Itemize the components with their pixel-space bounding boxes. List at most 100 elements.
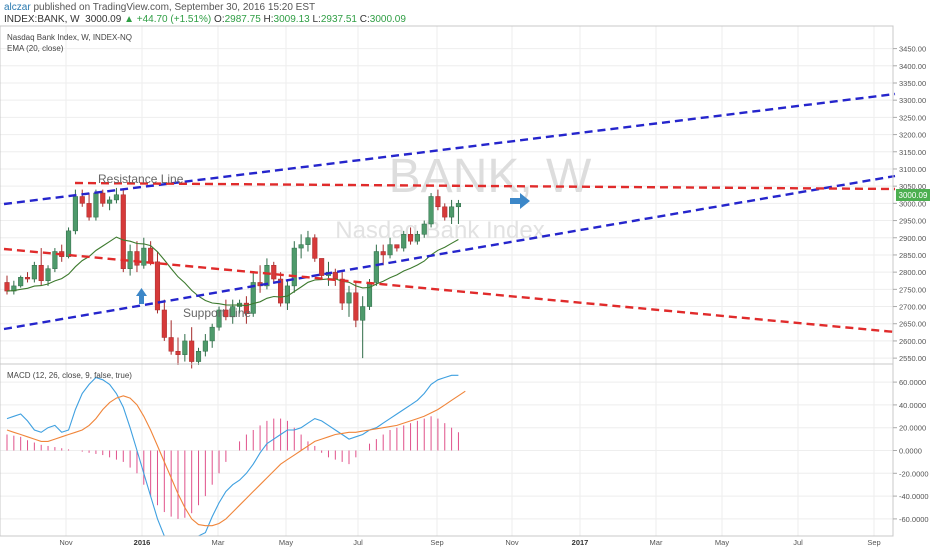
price-change: ▲ +44.70 (+1.51%)	[124, 14, 212, 25]
time-tick-label: Nov	[505, 538, 519, 547]
low-label: L:	[312, 14, 321, 25]
candle-body	[168, 337, 174, 352]
upper-channel-trendline[interactable]	[3, 92, 896, 206]
candle-body	[223, 309, 229, 318]
resistance-trendline[interactable]	[74, 181, 896, 191]
time-tick-label: May	[279, 538, 293, 547]
candle-body	[18, 277, 24, 287]
ema-line	[6, 236, 459, 307]
candle-body	[175, 350, 181, 355]
candle-body	[408, 234, 414, 242]
plot-frame	[0, 25, 894, 537]
time-axis[interactable]: Nov 2016 Mar May Jul Sep Nov 2017 Mar May Jul Sep	[59, 538, 880, 547]
candle-body	[298, 244, 304, 249]
time-tick-label: Sep	[867, 538, 880, 547]
price-tick-label: 2900.00	[899, 234, 926, 243]
macd-axis[interactable]: 60.0000 40.0000 20.0000 0.0000 -20.0000 -40.0…	[893, 378, 929, 524]
candle-body	[312, 237, 318, 259]
candle-body	[216, 309, 222, 328]
candle-body	[182, 340, 188, 355]
falling-trendline[interactable]	[3, 247, 896, 334]
candle-body	[332, 271, 338, 280]
price-tick-label: 2950.00	[899, 217, 926, 226]
grid	[0, 26, 893, 536]
candle-body	[291, 247, 297, 287]
close-value: 3000.09	[369, 14, 406, 25]
candle-body	[45, 268, 51, 281]
time-tick-label: Mar	[212, 538, 225, 547]
candle-body	[442, 206, 448, 218]
macd-tick-label: 40.0000	[899, 401, 926, 410]
candle-body	[141, 247, 147, 266]
candle-body	[107, 199, 113, 204]
candle-body	[360, 306, 366, 321]
arrow-up-icon[interactable]	[136, 288, 147, 304]
lower-channel-trendline[interactable]	[3, 174, 896, 331]
last-price-marker: 3000.09	[896, 189, 930, 201]
time-tick-label: May	[715, 538, 729, 547]
candle-body	[455, 203, 461, 208]
price-tick-label: 2850.00	[899, 251, 926, 260]
price-tick-label: 3250.00	[899, 113, 926, 122]
candle-body	[421, 223, 427, 235]
candle-body	[93, 192, 99, 218]
candle-body	[394, 244, 400, 249]
price-tick-label: 3150.00	[899, 148, 926, 157]
candle-body	[250, 282, 256, 314]
support-line-label[interactable]: Support Line	[183, 306, 251, 320]
time-tick-label: 2017	[572, 538, 589, 547]
time-tick-label: Mar	[650, 538, 663, 547]
resistance-line-label[interactable]: Resistance Line	[98, 172, 184, 186]
time-tick-label: Nov	[59, 538, 73, 547]
watermark-symbol: BANK, W	[389, 150, 592, 203]
candle-body	[271, 265, 277, 280]
candles	[4, 187, 461, 369]
candle-body	[278, 278, 284, 304]
price-tick-label: 3450.00	[899, 45, 926, 54]
arrow-right-icon[interactable]	[510, 193, 530, 209]
low-value: 2937.51	[320, 14, 357, 25]
price-tick-label: 3100.00	[899, 165, 926, 174]
price-tick-label: 2800.00	[899, 268, 926, 277]
price-tick-label: 2600.00	[899, 337, 926, 346]
high-value: 3009.13	[273, 14, 310, 25]
price-tick-label: 3300.00	[899, 96, 926, 105]
ema-indicator-label[interactable]: EMA (20, close)	[7, 44, 64, 53]
candle-body	[401, 234, 407, 249]
candle-body	[353, 292, 359, 321]
candle-body	[209, 326, 215, 342]
high-label: H:	[263, 14, 274, 25]
candle-body	[24, 277, 31, 280]
close-label: C:	[359, 14, 370, 25]
candle-body	[86, 203, 92, 218]
macd-indicator-label[interactable]: MACD (12, 26, close, 9, false, true)	[7, 371, 132, 380]
macd-tick-label: -40.0000	[899, 492, 929, 501]
macd-line	[6, 374, 459, 537]
candle-body	[380, 251, 386, 256]
published-text: published on TradingView.com, September …	[33, 2, 316, 13]
candle-body	[38, 265, 44, 281]
macd-tick-label: 60.0000	[899, 378, 926, 387]
last-price-label: 3000.09	[899, 191, 928, 200]
trendlines	[3, 92, 896, 334]
candle-body	[134, 251, 140, 266]
ohlc-line: INDEX:BANK, W 3000.09 ▲ +44.70 (+1.51%) …	[4, 14, 406, 25]
symbol-label: INDEX:BANK, W	[4, 14, 80, 25]
publisher-username[interactable]: alczar	[4, 2, 31, 13]
macd-tick-label: -60.0000	[899, 515, 929, 524]
price-tick-label: 2650.00	[899, 320, 926, 329]
candle-body	[79, 196, 85, 204]
candle-body	[161, 309, 167, 338]
candle-body	[435, 196, 441, 208]
price-tick-label: 2550.00	[899, 354, 926, 363]
candle-body	[4, 282, 10, 292]
watermark-name: Nasdaq Bank Index	[335, 217, 544, 244]
candle-body	[72, 196, 78, 232]
candle-body	[264, 265, 270, 287]
candle-body	[414, 234, 420, 242]
candle-body	[373, 251, 379, 283]
price-tick-label: 3200.00	[899, 131, 926, 140]
chart-title: Nasdaq Bank Index, W, INDEX-NQ	[7, 33, 132, 42]
price-axis[interactable]: 3450.00 3400.00 3350.00 3300.00 3250.00 3200.…	[893, 45, 926, 364]
